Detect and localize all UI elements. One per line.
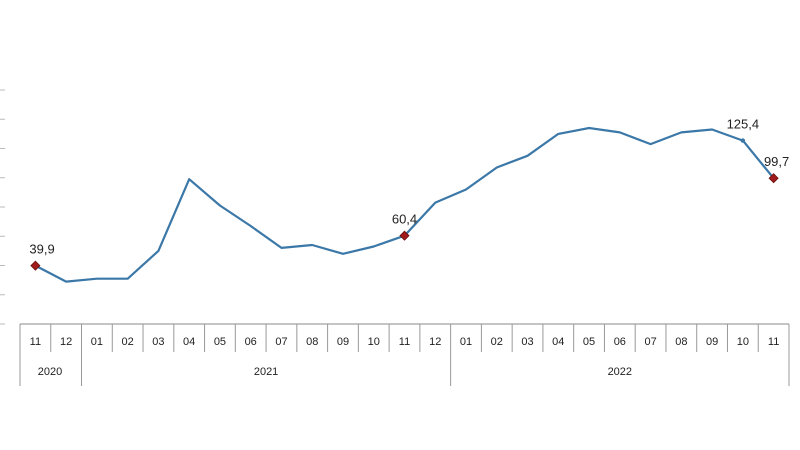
x-tick-label: 10 — [368, 336, 380, 348]
x-tick-label: 10 — [737, 336, 749, 348]
line-layer — [34, 126, 775, 283]
x-tick-label: 04 — [552, 336, 564, 348]
marker-layer — [30, 138, 779, 271]
x-tick-label: 07 — [275, 336, 287, 348]
x-tick-label: 11 — [768, 336, 779, 348]
x-tick-label: 12 — [60, 336, 72, 348]
annotation-marker — [740, 138, 746, 143]
x-tick-label: 08 — [306, 336, 318, 348]
x-tick-label: 08 — [675, 336, 687, 348]
data-label: 125,4 — [727, 117, 760, 132]
data-label: 99,7 — [764, 154, 789, 169]
x-tick-label: 06 — [614, 336, 626, 348]
x-tick-label: 05 — [214, 336, 226, 348]
annotation-marker — [399, 230, 410, 241]
x-tick-label: 01 — [460, 336, 472, 348]
label-layer: 39,9 60,4 125,4 99,7 — [29, 117, 789, 257]
x-tick-label: 11 — [399, 336, 410, 348]
annotation-marker — [768, 173, 779, 184]
x-tick-label: 03 — [152, 336, 164, 348]
x-tick-label: 11 — [30, 336, 41, 348]
year-label: 2020 — [38, 366, 62, 378]
x-tick-label: 09 — [706, 336, 718, 348]
x-tick-label: 03 — [521, 336, 533, 348]
x-tick-label: 07 — [644, 336, 656, 348]
year-label: 2021 — [254, 366, 278, 378]
x-tick-label: 06 — [245, 336, 257, 348]
x-tick-label: 01 — [91, 336, 103, 348]
axis-layer: 11 12 01 02 03 04 05 06 07 08 09 10 11 12 01 02 03 04 05 06… — [0, 89, 790, 386]
data-label: 39,9 — [29, 242, 54, 257]
data-label: 60,4 — [392, 212, 417, 227]
x-tick-label: 04 — [183, 336, 195, 348]
series-line — [34, 126, 775, 283]
x-tick-label: 09 — [337, 336, 349, 348]
x-tick-label: 05 — [583, 336, 595, 348]
x-tick-label: 02 — [491, 336, 503, 348]
x-tick-label: 12 — [429, 336, 441, 348]
annotation-marker — [30, 260, 41, 271]
year-label: 2022 — [608, 366, 632, 378]
x-tick-label: 02 — [122, 336, 134, 348]
